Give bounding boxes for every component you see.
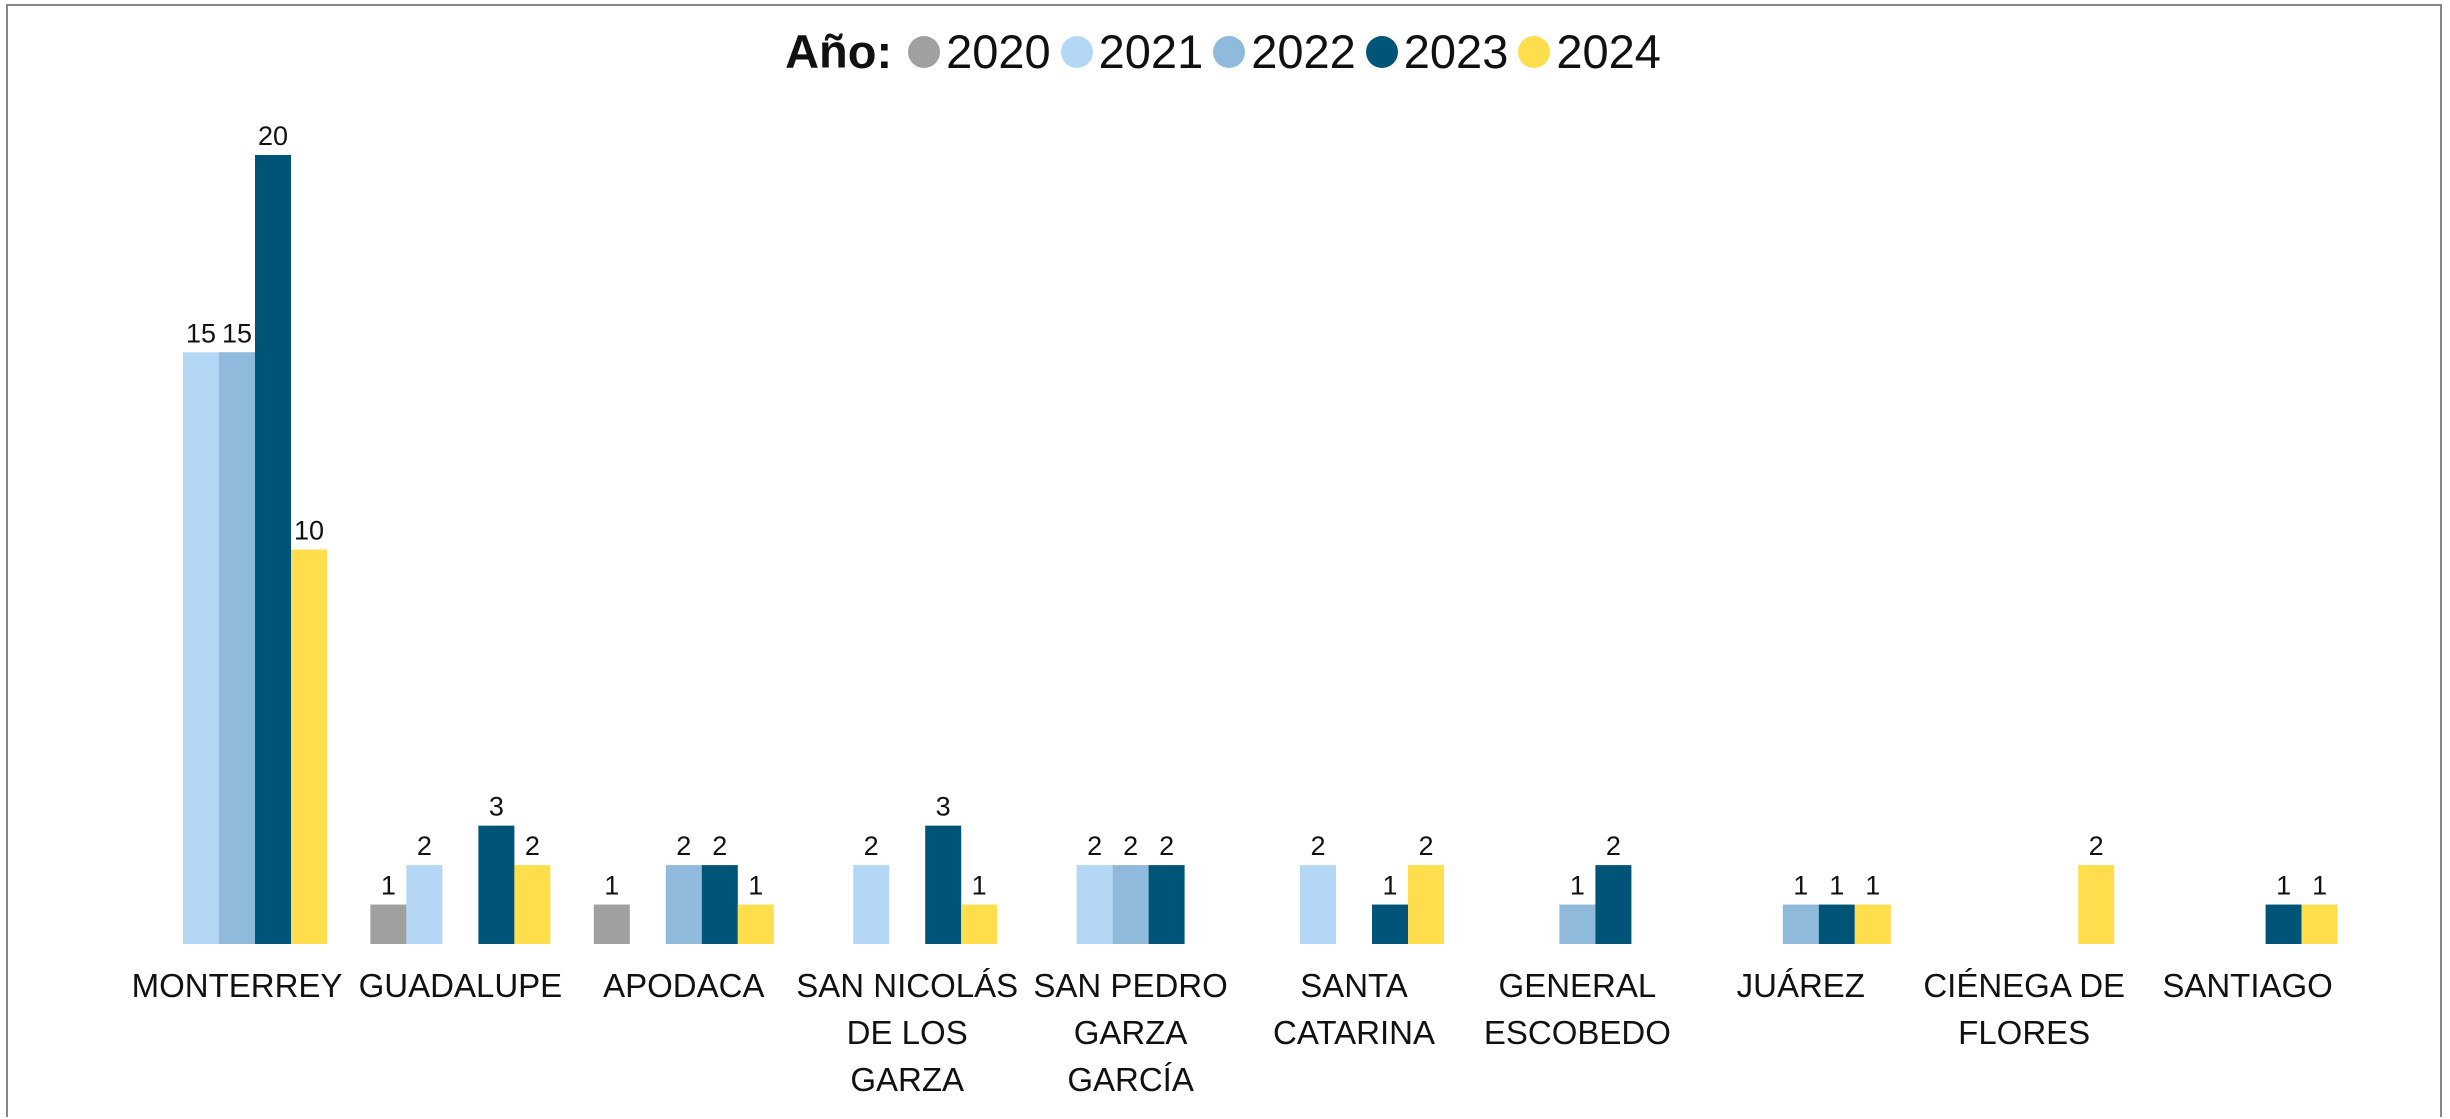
x-tick-label: SAN PEDRO GARZA GARCÍA [1033, 967, 1228, 1098]
bar [1148, 865, 1185, 944]
x-tick-label: GUADALUPE [358, 967, 563, 1004]
legend-item: 2022 [1213, 24, 1356, 79]
data-label: 2 [1087, 831, 1102, 861]
x-tick-label: SANTA CATARINA [1273, 967, 1435, 1051]
legend-item: 2021 [1060, 24, 1204, 79]
bar [1408, 865, 1444, 944]
bar [478, 825, 515, 944]
data-label: 2 [676, 831, 691, 861]
bar [701, 865, 738, 944]
data-label: 2 [2089, 831, 2104, 861]
bar [1559, 904, 1596, 944]
data-label: 1 [1865, 871, 1880, 901]
data-label: 3 [489, 792, 504, 822]
bar [1076, 865, 1113, 944]
data-label: 15 [186, 318, 216, 348]
bar [665, 865, 702, 944]
legend-item: 2023 [1365, 24, 1509, 79]
bar [514, 865, 551, 944]
legend-label: 2023 [1403, 25, 1509, 78]
bar [1854, 904, 1891, 944]
legend-swatch [1518, 35, 1551, 68]
bar [1782, 904, 1819, 944]
legend-label: 2022 [1251, 25, 1356, 78]
data-label: 20 [258, 121, 288, 151]
x-tick-label: SANTIAGO [2162, 967, 2333, 1004]
x-tick-label: APODACA [603, 967, 765, 1004]
data-label: 2 [525, 831, 540, 861]
bar [406, 865, 443, 944]
x-tick-label: CIÉNEGA DE FLORES [1923, 967, 2126, 1051]
data-label: 2 [1123, 831, 1138, 861]
legend-item: 2024 [1518, 24, 1661, 79]
data-label: 1 [381, 871, 396, 901]
bar [1818, 904, 1855, 944]
data-label: 2 [864, 831, 879, 861]
legend-swatch [1060, 35, 1093, 68]
legend-swatch [1213, 35, 1246, 68]
bar [1112, 865, 1149, 944]
legend-label: 2024 [1556, 25, 1661, 78]
data-label: 1 [1829, 871, 1844, 901]
data-label: 2 [417, 831, 432, 861]
data-label: 2 [712, 831, 727, 861]
bar [1300, 865, 1336, 944]
legend: Año: 2020 2021 2022 2023 2024 [0, 24, 2450, 79]
bar [2265, 904, 2302, 944]
bar [925, 825, 962, 944]
data-label: 3 [936, 792, 951, 822]
bar [737, 904, 774, 944]
data-label: 2 [1159, 831, 1174, 861]
data-label: 1 [604, 871, 619, 901]
data-label: 1 [748, 871, 763, 901]
data-label: 1 [1570, 871, 1585, 901]
bar [1372, 904, 1408, 944]
data-label: 1 [2276, 871, 2291, 901]
x-tick-label: MONTERREY [131, 967, 343, 1004]
data-label: 2 [1310, 831, 1325, 861]
bar [183, 352, 219, 944]
bar [370, 904, 407, 944]
bar [2078, 865, 2115, 944]
x-tick-label: GENERAL ESCOBEDO [1483, 967, 1671, 1051]
bar [255, 155, 291, 944]
data-label: 1 [972, 871, 987, 901]
data-label: 10 [294, 516, 324, 546]
legend-swatch [1365, 35, 1398, 68]
x-tick-label: JUÁREZ [1736, 967, 1865, 1004]
data-label: 2 [1418, 831, 1433, 861]
data-label: 1 [1793, 871, 1808, 901]
bar [961, 904, 998, 944]
x-tick-label: SAN NICOLÁS DE LOS GARZA [796, 967, 1019, 1098]
legend-label: 2021 [1098, 25, 1204, 78]
data-label: 1 [1382, 871, 1397, 901]
legend-title: Año: [785, 25, 893, 78]
data-label: 2 [1606, 831, 1621, 861]
bar [291, 549, 327, 944]
bar [2301, 904, 2338, 944]
bar [219, 352, 255, 944]
legend-label: 2020 [946, 25, 1051, 78]
legend-swatch [908, 35, 941, 68]
legend-item: 2020 [908, 24, 1051, 79]
data-label: 15 [222, 318, 252, 348]
data-label: 1 [2312, 871, 2327, 901]
bar [853, 865, 890, 944]
bar [593, 904, 630, 944]
bar [1595, 865, 1632, 944]
